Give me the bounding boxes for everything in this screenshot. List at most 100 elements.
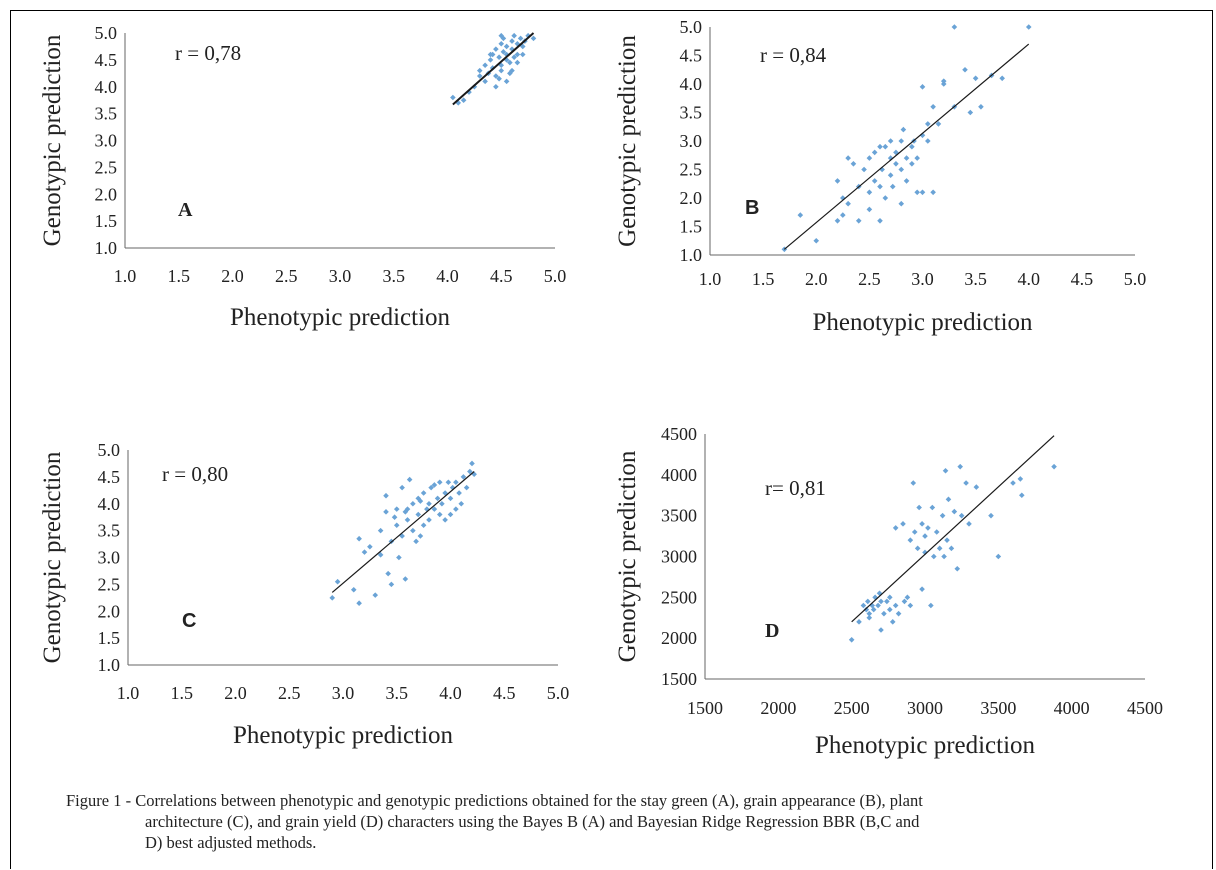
y-axis-title: Genotypic prediction <box>614 35 641 247</box>
data-point <box>889 183 896 190</box>
data-point <box>895 610 902 617</box>
data-point <box>919 84 926 90</box>
data-point <box>350 586 357 593</box>
data-point <box>458 500 465 507</box>
y-tick-label: 4.0 <box>680 74 703 94</box>
x-tick-label: 2.0 <box>221 266 244 286</box>
data-point <box>871 178 878 184</box>
panel-letter: C <box>182 610 196 632</box>
data-point <box>925 138 931 144</box>
y-axis-title: Genotypic prediction <box>39 451 66 663</box>
y-tick-label: 2.5 <box>95 157 118 177</box>
data-point <box>903 155 910 161</box>
data-point <box>866 189 873 196</box>
data-point <box>865 598 871 605</box>
data-point <box>420 522 427 529</box>
data-point <box>931 553 937 560</box>
data-point <box>922 549 928 556</box>
data-point <box>383 492 389 499</box>
data-point <box>410 527 416 534</box>
data-point <box>517 35 524 42</box>
data-point <box>892 602 899 609</box>
y-tick-label: 4000 <box>661 465 697 485</box>
data-point <box>453 506 459 512</box>
y-tick-label: 1.5 <box>98 628 121 648</box>
data-point <box>875 602 881 609</box>
data-point <box>901 598 908 605</box>
data-point <box>428 484 434 491</box>
y-tick-label: 1.5 <box>95 211 118 231</box>
data-point <box>919 586 925 592</box>
x-tick-label: 5.0 <box>547 683 570 703</box>
x-tick-label: 2.0 <box>224 683 247 703</box>
data-point <box>866 614 873 621</box>
data-point <box>417 533 424 539</box>
data-point <box>498 67 505 74</box>
data-point <box>489 51 496 58</box>
data-point <box>1017 476 1024 482</box>
panel-letter: A <box>178 199 193 221</box>
data-point <box>900 521 906 527</box>
data-point <box>834 218 841 224</box>
data-point <box>914 189 920 196</box>
y-tick-label: 4.5 <box>95 50 118 70</box>
data-point <box>898 166 905 173</box>
data-point <box>907 537 914 543</box>
x-tick-label: 5.0 <box>1124 269 1147 289</box>
data-point <box>922 533 928 539</box>
data-point <box>957 463 963 470</box>
data-point <box>930 189 936 196</box>
y-tick-label: 2.5 <box>98 574 121 594</box>
x-tick-label: 1.0 <box>699 269 722 289</box>
panel-letter: D <box>765 620 779 642</box>
data-point <box>453 479 459 486</box>
y-tick-label: 2.0 <box>680 188 703 208</box>
data-point <box>840 212 846 218</box>
data-point <box>467 468 473 475</box>
data-point <box>866 206 873 213</box>
y-tick-label: 3.0 <box>98 548 121 568</box>
data-point <box>476 73 483 79</box>
data-point <box>925 525 931 531</box>
data-point <box>469 460 475 467</box>
data-point <box>460 97 467 103</box>
figure-caption: Figure 1 - Correlations between phenotyp… <box>66 790 1176 853</box>
data-point <box>907 602 914 609</box>
data-point <box>945 496 952 503</box>
y-tick-label: 4.0 <box>98 494 121 514</box>
data-point <box>436 511 443 518</box>
data-point <box>496 75 502 82</box>
x-tick-label: 2.5 <box>275 266 298 286</box>
y-tick-label: 2.0 <box>98 601 121 621</box>
data-point <box>882 195 889 201</box>
data-point <box>871 149 878 156</box>
data-point <box>393 506 400 512</box>
x-tick-label: 3.5 <box>383 266 406 286</box>
data-point <box>904 594 911 601</box>
data-point <box>967 109 974 116</box>
data-point <box>919 189 926 196</box>
data-point <box>884 598 890 605</box>
data-point <box>860 602 867 609</box>
data-point <box>887 606 893 613</box>
y-tick-label: 3500 <box>661 506 697 526</box>
data-point <box>988 512 994 519</box>
data-point <box>939 512 946 519</box>
data-point <box>439 500 445 507</box>
data-point <box>797 212 804 218</box>
data-point <box>356 535 362 542</box>
x-tick-label: 1.5 <box>171 683 194 703</box>
y-tick-label: 3.5 <box>98 521 121 541</box>
data-point <box>463 484 470 491</box>
data-point <box>919 521 925 527</box>
x-tick-label: 1.0 <box>114 266 137 286</box>
data-point <box>866 155 873 161</box>
data-point <box>482 62 488 69</box>
data-point <box>954 565 961 572</box>
data-point <box>503 57 510 63</box>
data-point <box>966 521 972 527</box>
figure-frame <box>10 10 1213 869</box>
data-point <box>940 78 947 84</box>
data-point <box>942 467 949 474</box>
x-tick-label: 4.5 <box>1071 269 1094 289</box>
